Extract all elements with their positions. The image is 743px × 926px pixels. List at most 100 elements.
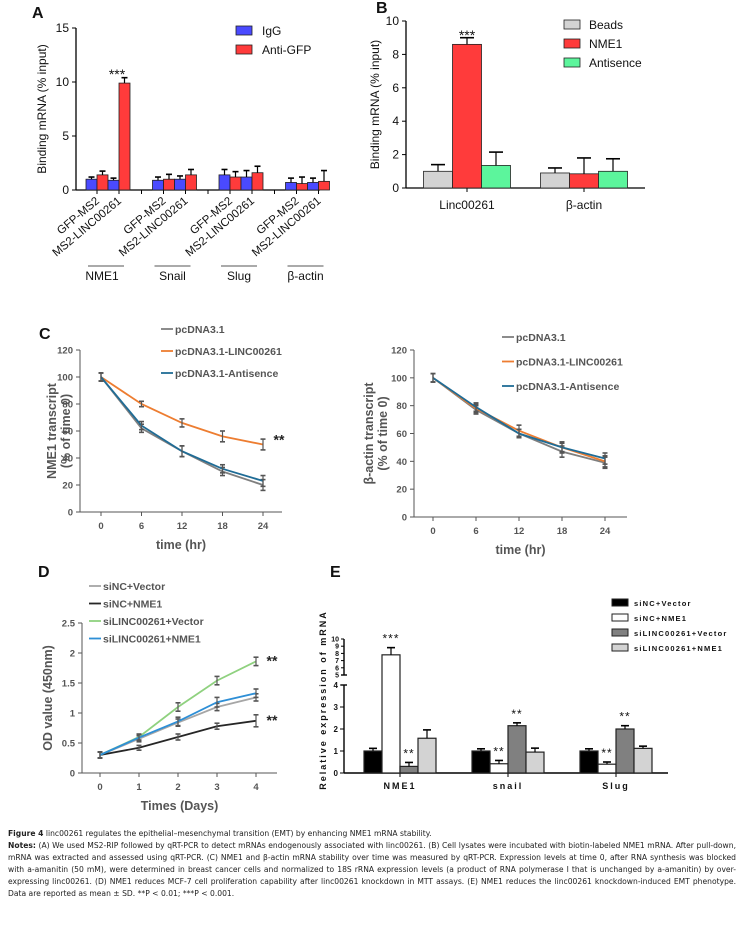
y-tick-label: 60 — [396, 429, 407, 440]
y-axis-label: Binding mRNA (% input) — [35, 44, 49, 173]
y-tick-label: 20 — [396, 485, 407, 496]
x-tick-label: 18 — [557, 526, 568, 537]
legend-swatch — [235, 44, 253, 55]
y-tick-label: 120 — [391, 346, 407, 357]
y-tick-label: 4 — [334, 681, 339, 690]
y-tick-label: 2 — [334, 725, 339, 734]
legend-label: pcDNA3.1-Antisence — [175, 368, 278, 380]
x-tick-label: snail — [493, 781, 524, 791]
legend-label: siLINC00261+NME1 — [634, 644, 723, 653]
y-tick-label: 8 — [335, 651, 339, 658]
significance-marker: *** — [459, 27, 476, 43]
y-tick-label: 0 — [402, 513, 407, 524]
group-label: Slug — [227, 269, 251, 283]
x-tick-label: 0 — [98, 521, 103, 532]
legend-label: pcDNA3.1-LINC00261 — [175, 346, 282, 358]
y-tick-label: 5 — [335, 673, 339, 680]
bar-anti-gfp — [185, 174, 197, 191]
bar-anti-gfp — [163, 178, 175, 191]
bar-antisence — [598, 170, 628, 189]
legend-label: siLINC00261+Vector — [634, 629, 728, 638]
legend-label: Antisence — [589, 56, 642, 70]
x-tick-label: 0 — [97, 782, 102, 793]
bar-sinc-vector — [471, 750, 491, 774]
x-tick-label: 6 — [139, 521, 144, 532]
panel-label-C: C — [39, 326, 51, 343]
y-tick-label: 0 — [62, 183, 69, 197]
y-tick-label: 10 — [56, 75, 70, 89]
bar-igg — [218, 174, 231, 191]
x-tick-label: NME1 — [383, 781, 416, 791]
y-tick-label: 3 — [334, 703, 339, 712]
bar-silinc00261-vector — [399, 765, 419, 774]
legend-label: Beads — [589, 18, 623, 32]
bar-anti-gfp — [251, 172, 264, 191]
significance-marker: ** — [511, 707, 522, 721]
x-tick-label: Linc00261 — [439, 198, 495, 212]
x-tick-label: 24 — [600, 526, 611, 537]
bar-igg — [152, 179, 164, 191]
x-tick-label: 3 — [214, 782, 219, 793]
significance-marker: *** — [109, 66, 126, 82]
significance-text: **P < 0.01; ***P < 0.001. — [137, 889, 235, 898]
legend-swatch — [563, 57, 581, 68]
bar-silinc00261-nme1 — [525, 751, 545, 774]
x-tick-label: 6 — [473, 526, 478, 537]
significance-marker: ** — [601, 746, 612, 760]
x-tick-label: 1 — [136, 782, 142, 793]
x-tick-label: 24 — [258, 521, 269, 532]
bar-silinc00261-vector — [507, 725, 527, 774]
y-tick-label: 0 — [70, 769, 75, 780]
legend-swatch — [235, 25, 253, 36]
legend-label: pcDNA3.1-LINC00261 — [516, 357, 623, 369]
significance-marker: *** — [382, 632, 399, 646]
y-tick-label: 8 — [392, 47, 399, 61]
legend-label: Anti-GFP — [262, 43, 311, 57]
x-axis-label: time (hr) — [156, 538, 206, 552]
bar-igg — [307, 182, 319, 191]
bar-silinc00261-nme1 — [417, 737, 437, 774]
notes-text: (A) We used MS2-RIP followed by qRT-PCR … — [8, 841, 736, 898]
x-tick-label: β-actin — [566, 198, 602, 212]
legend-swatch — [611, 613, 629, 622]
significance-marker: ** — [267, 652, 278, 668]
bar-antisence — [481, 165, 511, 189]
bar-anti-gfp — [318, 180, 330, 191]
figure-caption: Figure 4 linc00261 regulates the epithel… — [8, 828, 736, 900]
y-tick-label: 0 — [334, 769, 339, 778]
bar-anti-gfp — [296, 183, 308, 191]
x-tick-label: 4 — [253, 782, 259, 793]
y-tick-label: 1 — [70, 709, 76, 720]
y-axis-label-line2: (% of time 0) — [376, 396, 390, 470]
y-tick-label: 6 — [335, 665, 339, 672]
y-tick-label: 6 — [392, 81, 399, 95]
bar-igg — [107, 179, 120, 191]
x-tick-label: Slug — [602, 781, 630, 791]
bar-sinc-nme1 — [489, 763, 509, 774]
legend-label: siLINC00261+Vector — [103, 616, 204, 628]
y-tick-label: 15 — [56, 21, 70, 35]
y-tick-label: 2 — [392, 148, 399, 162]
panel-label-B: B — [376, 0, 388, 17]
group-label: β-actin — [287, 269, 323, 283]
series-line-pcdna3-1-linc00261 — [100, 376, 264, 446]
y-tick-label: 4 — [392, 114, 399, 128]
y-tick-label: 0 — [392, 181, 399, 195]
y-axis-label: NME1 transcript — [45, 382, 59, 479]
significance-marker: ** — [493, 744, 504, 758]
bar-silinc00261-vector — [615, 728, 635, 774]
legend-swatch — [611, 598, 629, 607]
group-label: Snail — [159, 269, 186, 283]
caption-label: Figure 4 — [8, 829, 44, 838]
y-tick-label: 10 — [386, 14, 400, 28]
y-tick-label: 9 — [335, 644, 339, 651]
group-label: NME1 — [85, 269, 119, 283]
legend-label: siNC+NME1 — [103, 599, 162, 611]
y-axis-label: OD value (450nm) — [41, 645, 55, 751]
legend-swatch — [563, 19, 581, 30]
legend-label: siNC+NME1 — [634, 614, 687, 623]
legend-swatch — [563, 38, 581, 49]
bar-sinc-nme1 — [597, 763, 617, 774]
x-axis-label: time (hr) — [496, 543, 546, 557]
bar-igg — [240, 176, 253, 191]
